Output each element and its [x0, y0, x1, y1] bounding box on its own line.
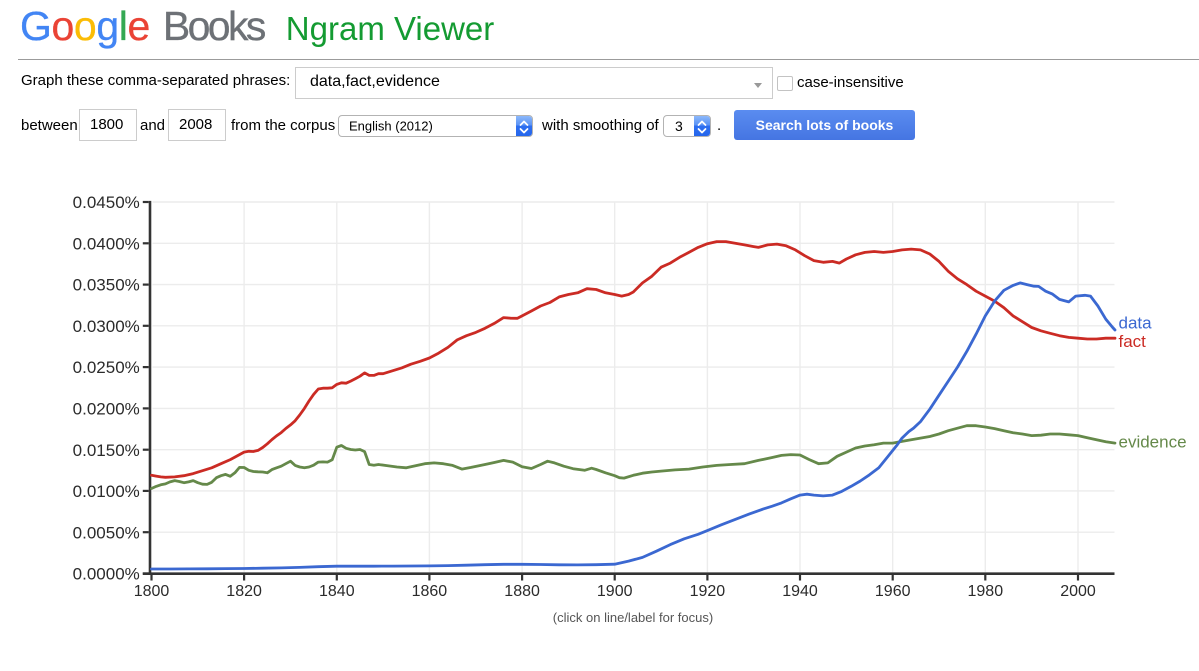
svg-text:0.0350%: 0.0350% [73, 276, 140, 295]
svg-text:1840: 1840 [319, 583, 355, 600]
svg-text:0.0100%: 0.0100% [73, 482, 140, 501]
svg-text:0.0050%: 0.0050% [73, 523, 140, 542]
svg-text:1800: 1800 [134, 583, 170, 600]
svg-text:1880: 1880 [504, 583, 540, 600]
svg-text:1940: 1940 [782, 583, 818, 600]
svg-text:0.0400%: 0.0400% [73, 234, 140, 253]
svg-text:evidence: evidence [1119, 432, 1187, 451]
svg-text:fact: fact [1119, 332, 1147, 351]
svg-text:data: data [1119, 313, 1153, 332]
svg-text:1960: 1960 [875, 583, 911, 600]
svg-text:0.0150%: 0.0150% [73, 441, 140, 460]
svg-text:0.0250%: 0.0250% [73, 358, 140, 377]
svg-text:0.0300%: 0.0300% [73, 317, 140, 336]
svg-text:1980: 1980 [968, 583, 1004, 600]
svg-text:1860: 1860 [412, 583, 448, 600]
svg-text:1820: 1820 [226, 583, 262, 600]
svg-text:1920: 1920 [690, 583, 726, 600]
svg-text:0.0200%: 0.0200% [73, 400, 140, 419]
svg-text:0.0000%: 0.0000% [73, 565, 140, 584]
svg-text:(click on line/label for focus: (click on line/label for focus) [553, 610, 713, 625]
svg-text:0.0450%: 0.0450% [73, 193, 140, 212]
svg-text:1900: 1900 [597, 583, 633, 600]
svg-text:2000: 2000 [1060, 583, 1096, 600]
